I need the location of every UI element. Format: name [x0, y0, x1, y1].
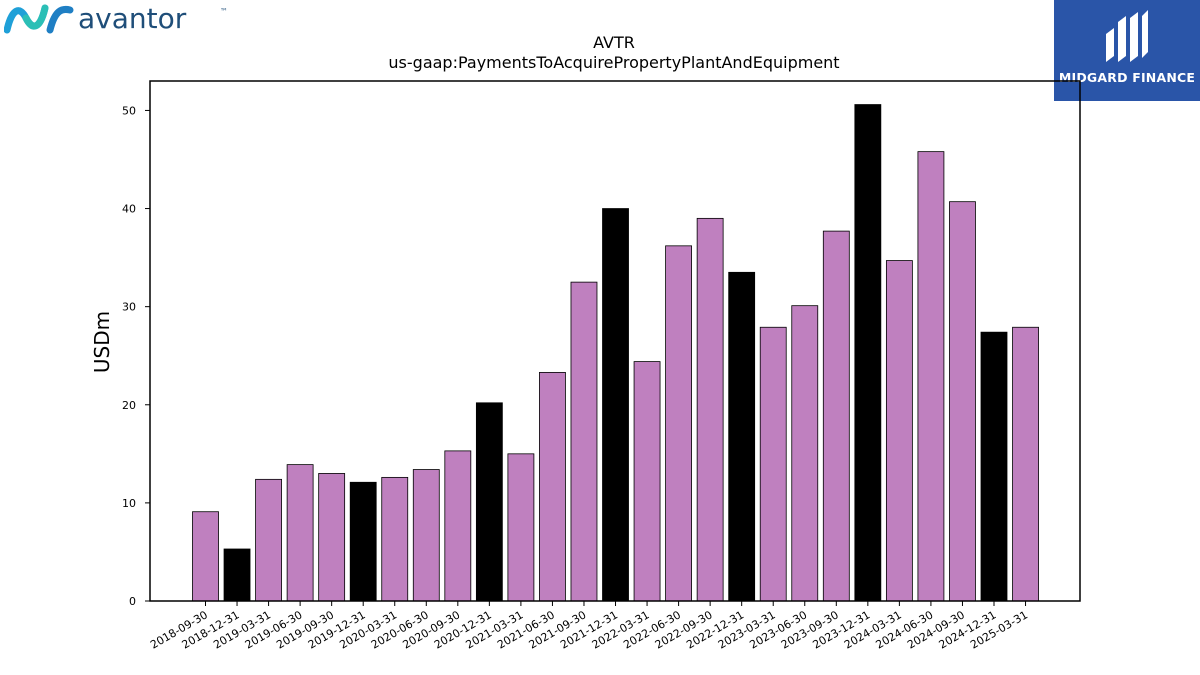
bar-group	[192, 104, 1039, 602]
bar-2024-03-31	[885, 260, 913, 602]
bar-2018-09-30	[192, 511, 219, 602]
y-tick-label: 0	[129, 595, 136, 608]
y-tick-label: 50	[122, 104, 136, 117]
bar-2021-09-30	[570, 281, 598, 602]
y-tick-label: 10	[122, 497, 136, 510]
avantor-wordmark: avantor	[78, 2, 187, 35]
bar-2020-03-31	[381, 476, 409, 602]
midgard-wordmark: MIDGARD FINANCE	[1058, 70, 1196, 85]
bar-2019-12-31	[349, 481, 377, 602]
x-axis-ticks: 2018-09-302018-12-312019-03-312019-06-30…	[148, 601, 1030, 652]
avantor-mark-icon	[3, 4, 74, 34]
bar-2024-12-31	[980, 331, 1008, 602]
bar-2018-12-31	[223, 548, 251, 602]
y-tick-label: 20	[122, 399, 136, 412]
bar-2019-03-31	[255, 478, 282, 602]
chart-title: AVTR	[593, 33, 635, 52]
avantor-trademark: ™	[220, 7, 228, 16]
bar-2020-06-30	[412, 469, 440, 602]
bar-2022-03-31	[633, 361, 661, 602]
plot-frame	[149, 80, 1081, 602]
bar-2021-03-31	[507, 453, 535, 602]
bar-2020-12-31	[475, 402, 503, 602]
bar-2023-09-30	[822, 230, 850, 602]
avantor-logo: avantor ™	[3, 2, 234, 36]
bar-2023-03-31	[759, 326, 787, 602]
y-tick-label: 30	[122, 301, 136, 314]
bar-2024-09-30	[949, 201, 976, 602]
y-axis-label: USDm	[90, 311, 114, 373]
bar-2019-09-30	[318, 473, 346, 602]
bar-2022-09-30	[696, 217, 724, 602]
bar-2025-03-31	[1012, 326, 1039, 602]
chart-subtitle: us-gaap:PaymentsToAcquirePropertyPlantAn…	[388, 53, 839, 72]
midgard-mark-icon	[1106, 10, 1148, 62]
bar-2023-06-30	[791, 305, 819, 602]
bar-2023-12-31	[854, 104, 882, 602]
bar-2022-12-31	[728, 271, 756, 602]
bar-2019-06-30	[286, 464, 314, 602]
y-axis-ticks: 0 10 20 30 40 50	[122, 104, 150, 608]
bar-2022-06-30	[665, 245, 692, 602]
midgard-finance-logo: MIDGARD FINANCE	[1054, 0, 1200, 101]
y-tick-label: 40	[122, 203, 136, 216]
bar-2024-06-30	[917, 151, 945, 602]
bar-2021-06-30	[539, 371, 566, 602]
bar-2020-09-30	[444, 450, 472, 602]
bar-2021-12-31	[602, 208, 629, 602]
